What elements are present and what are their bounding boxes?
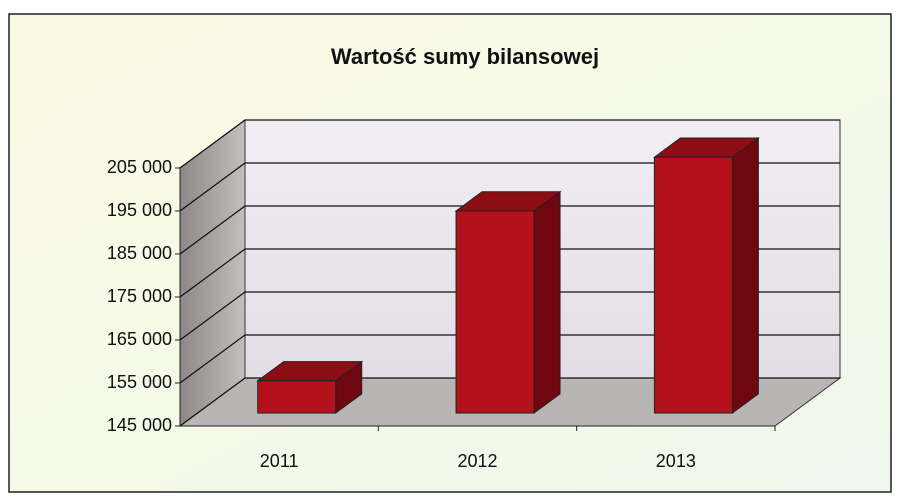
bar xyxy=(257,380,337,414)
grid-line xyxy=(179,119,840,169)
y-tick-label: 145 000 xyxy=(107,415,172,435)
x-tick-label: 2011 xyxy=(260,451,299,471)
x-tick-label: 2013 xyxy=(656,451,696,471)
bar xyxy=(455,210,535,414)
y-tick-label: 185 000 xyxy=(107,243,172,263)
bar xyxy=(653,156,733,414)
chart-title: Wartość sumy bilansowej xyxy=(331,44,599,69)
y-tick-label: 205 000 xyxy=(107,157,172,177)
grid-line xyxy=(179,248,840,298)
grid-line xyxy=(179,377,840,427)
y-tick-label: 195 000 xyxy=(107,200,172,220)
y-tick-label: 175 000 xyxy=(107,286,172,306)
grid-line xyxy=(179,205,840,255)
grid-line xyxy=(179,291,840,341)
grid-line xyxy=(179,162,840,212)
x-tick-label: 2012 xyxy=(457,451,497,471)
grid-line xyxy=(179,334,840,384)
y-tick-label: 165 000 xyxy=(107,329,172,349)
y-tick-label: 155 000 xyxy=(107,372,172,392)
bar-side xyxy=(731,136,759,415)
bar-side xyxy=(533,190,561,415)
